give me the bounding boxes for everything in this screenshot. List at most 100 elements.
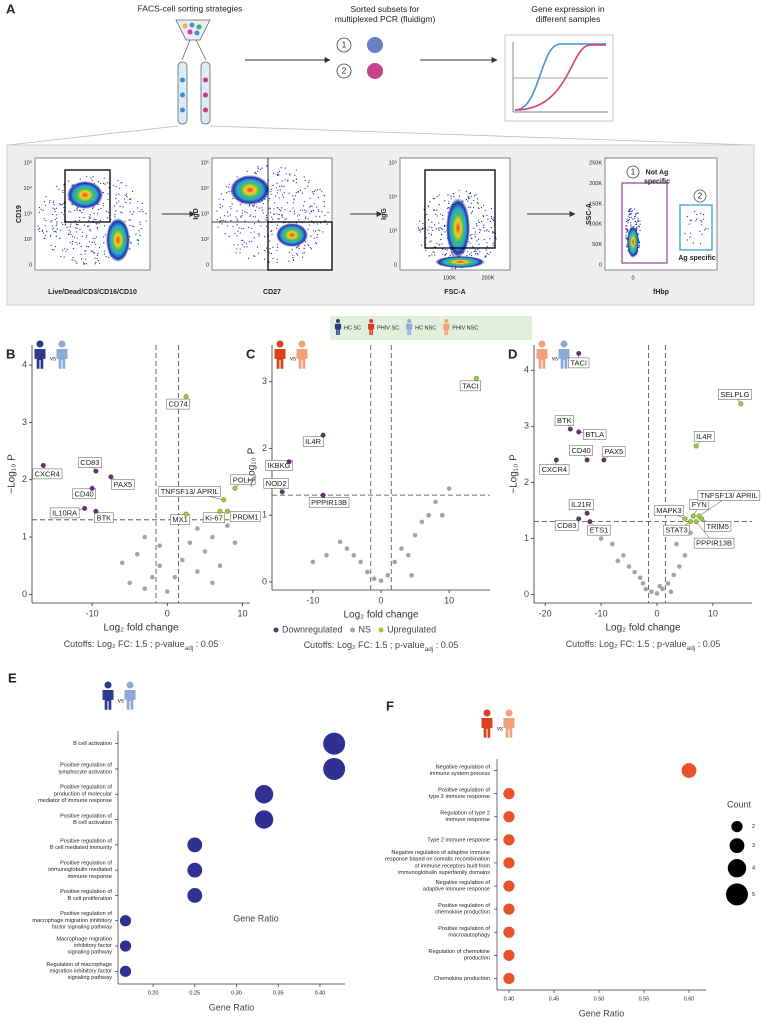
event-dot xyxy=(217,226,219,228)
event-dot xyxy=(276,227,278,229)
event-dot xyxy=(50,244,52,247)
event-dot xyxy=(239,252,241,254)
event-dot xyxy=(248,205,250,207)
person-body xyxy=(34,348,46,369)
event-dot xyxy=(488,230,490,232)
event-dot xyxy=(85,176,88,178)
event-dot xyxy=(62,189,64,192)
event-dot xyxy=(55,231,57,233)
event-dot xyxy=(292,202,295,204)
event-dot xyxy=(495,238,497,240)
event-dot xyxy=(633,208,636,210)
label-box xyxy=(308,497,350,508)
event-dot xyxy=(476,202,479,204)
flow-tick-label: 0 xyxy=(394,262,397,268)
point xyxy=(172,574,178,580)
point-label: TACI xyxy=(462,381,479,390)
event-dot xyxy=(306,210,308,212)
point xyxy=(157,563,163,569)
event-dot xyxy=(257,167,259,169)
event-dot xyxy=(702,218,704,220)
event-dot xyxy=(702,213,705,216)
event-dot xyxy=(76,207,78,210)
event-dot xyxy=(307,218,309,220)
event-dot xyxy=(235,216,237,218)
event-dot xyxy=(485,230,487,232)
event-dot xyxy=(52,207,54,209)
event-dot xyxy=(474,231,476,233)
event-dot xyxy=(431,226,433,229)
label-box xyxy=(158,486,221,497)
event-dot xyxy=(139,221,141,223)
event-dot xyxy=(99,182,102,184)
event-dot xyxy=(71,240,74,242)
flow-frame xyxy=(211,157,333,271)
event-dot xyxy=(637,212,639,214)
event-dot xyxy=(433,209,435,211)
event-dot xyxy=(315,215,317,217)
event-dot xyxy=(276,173,278,176)
person-body xyxy=(481,717,493,738)
category-label: Regulation of type 2 immune response xyxy=(440,811,490,824)
flow-tick-label: 0 xyxy=(206,262,209,268)
person-head xyxy=(407,319,412,323)
point xyxy=(576,350,582,356)
point xyxy=(688,530,693,536)
event-dot xyxy=(466,255,468,257)
category-label: Positive regulation of macroautophagy xyxy=(438,926,490,939)
event-dot xyxy=(431,254,433,256)
event-dot xyxy=(273,213,276,215)
event-dot xyxy=(239,248,241,250)
label-box xyxy=(587,524,611,536)
event-dot xyxy=(637,225,639,227)
event-dot xyxy=(639,223,641,225)
point-label: FYN xyxy=(692,500,707,509)
event-dot xyxy=(86,245,88,247)
event-dot xyxy=(86,234,88,236)
event-dot xyxy=(72,247,75,249)
category-label: Regulation of macrophage migration inhibi… xyxy=(46,962,112,981)
event-dot xyxy=(274,195,277,197)
point-label: POLH xyxy=(233,475,253,484)
event-dot xyxy=(98,262,101,264)
category-label: Positive regulation of lymphocyte activat… xyxy=(59,763,113,776)
event-dot xyxy=(238,227,240,229)
point-label: TRIM5 xyxy=(706,522,729,531)
event-dot xyxy=(131,190,134,193)
event-dot xyxy=(298,247,300,250)
event-dot xyxy=(282,196,285,198)
event-dot xyxy=(222,219,224,221)
flow-tick-label: 10⁵ xyxy=(389,159,397,166)
event-dot xyxy=(63,184,65,186)
person-body xyxy=(406,323,413,335)
event-dot xyxy=(438,222,440,224)
pcr-curve-icon xyxy=(504,34,614,122)
event-dot xyxy=(319,188,321,191)
event-dot xyxy=(308,179,310,182)
person-head xyxy=(126,681,134,689)
event-dot xyxy=(493,217,495,219)
event-dot xyxy=(425,249,427,252)
event-dot xyxy=(297,254,299,256)
point xyxy=(399,546,404,551)
vs-label: vs xyxy=(552,357,558,363)
event-dot xyxy=(69,241,71,244)
event-dot xyxy=(478,243,480,245)
event-dot xyxy=(121,181,123,183)
cutoff-text: Cutoffs: Log₂ FC: 1.5 ; p-value xyxy=(304,640,425,650)
event-dot xyxy=(269,212,271,214)
size-legend-dot xyxy=(729,838,745,853)
event-dot xyxy=(431,221,433,223)
person-head xyxy=(560,340,568,348)
point xyxy=(738,401,744,407)
label-box xyxy=(166,398,190,410)
event-dot xyxy=(128,219,130,221)
event-dot xyxy=(118,200,120,202)
vs-label: vs xyxy=(50,357,56,363)
event-dot xyxy=(630,207,632,209)
event-dot xyxy=(483,204,485,206)
event-dot xyxy=(255,172,257,175)
event-dot xyxy=(137,239,139,241)
event-dot xyxy=(81,235,84,237)
event-dot xyxy=(247,257,250,259)
